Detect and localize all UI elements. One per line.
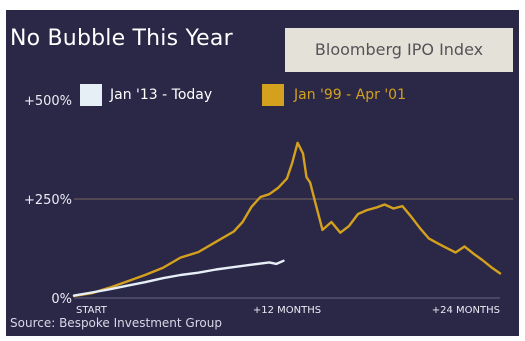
series-line-1 xyxy=(72,141,502,298)
legend-swatch-2013 xyxy=(80,84,102,106)
y-tick-label-2: +500% xyxy=(24,94,72,109)
legend-swatch-1999 xyxy=(262,84,284,106)
legend-label-2013: Jan '13 - Today xyxy=(110,87,213,103)
chart-source: Source: Bespoke Investment Group xyxy=(10,316,222,330)
legend-label-1999: Jan '99 - Apr '01 xyxy=(294,87,406,103)
x-tick-label-1: +12 MONTHS xyxy=(253,305,321,316)
chart-title: No Bubble This Year xyxy=(10,26,233,51)
y-tick-label-0: 0% xyxy=(51,292,72,307)
legend-item-2013: Jan '13 - Today xyxy=(80,84,260,110)
index-tag-label: Bloomberg IPO Index xyxy=(314,40,484,59)
index-tag: Bloomberg IPO Index xyxy=(285,28,513,72)
x-tick-label-0: START xyxy=(76,305,108,316)
x-tick-label-2: +24 MONTHS xyxy=(432,305,500,316)
y-tick-label-1: +250% xyxy=(24,193,72,208)
series-line-0 xyxy=(72,259,285,297)
legend-item-1999: Jan '99 - Apr '01 xyxy=(262,84,442,110)
